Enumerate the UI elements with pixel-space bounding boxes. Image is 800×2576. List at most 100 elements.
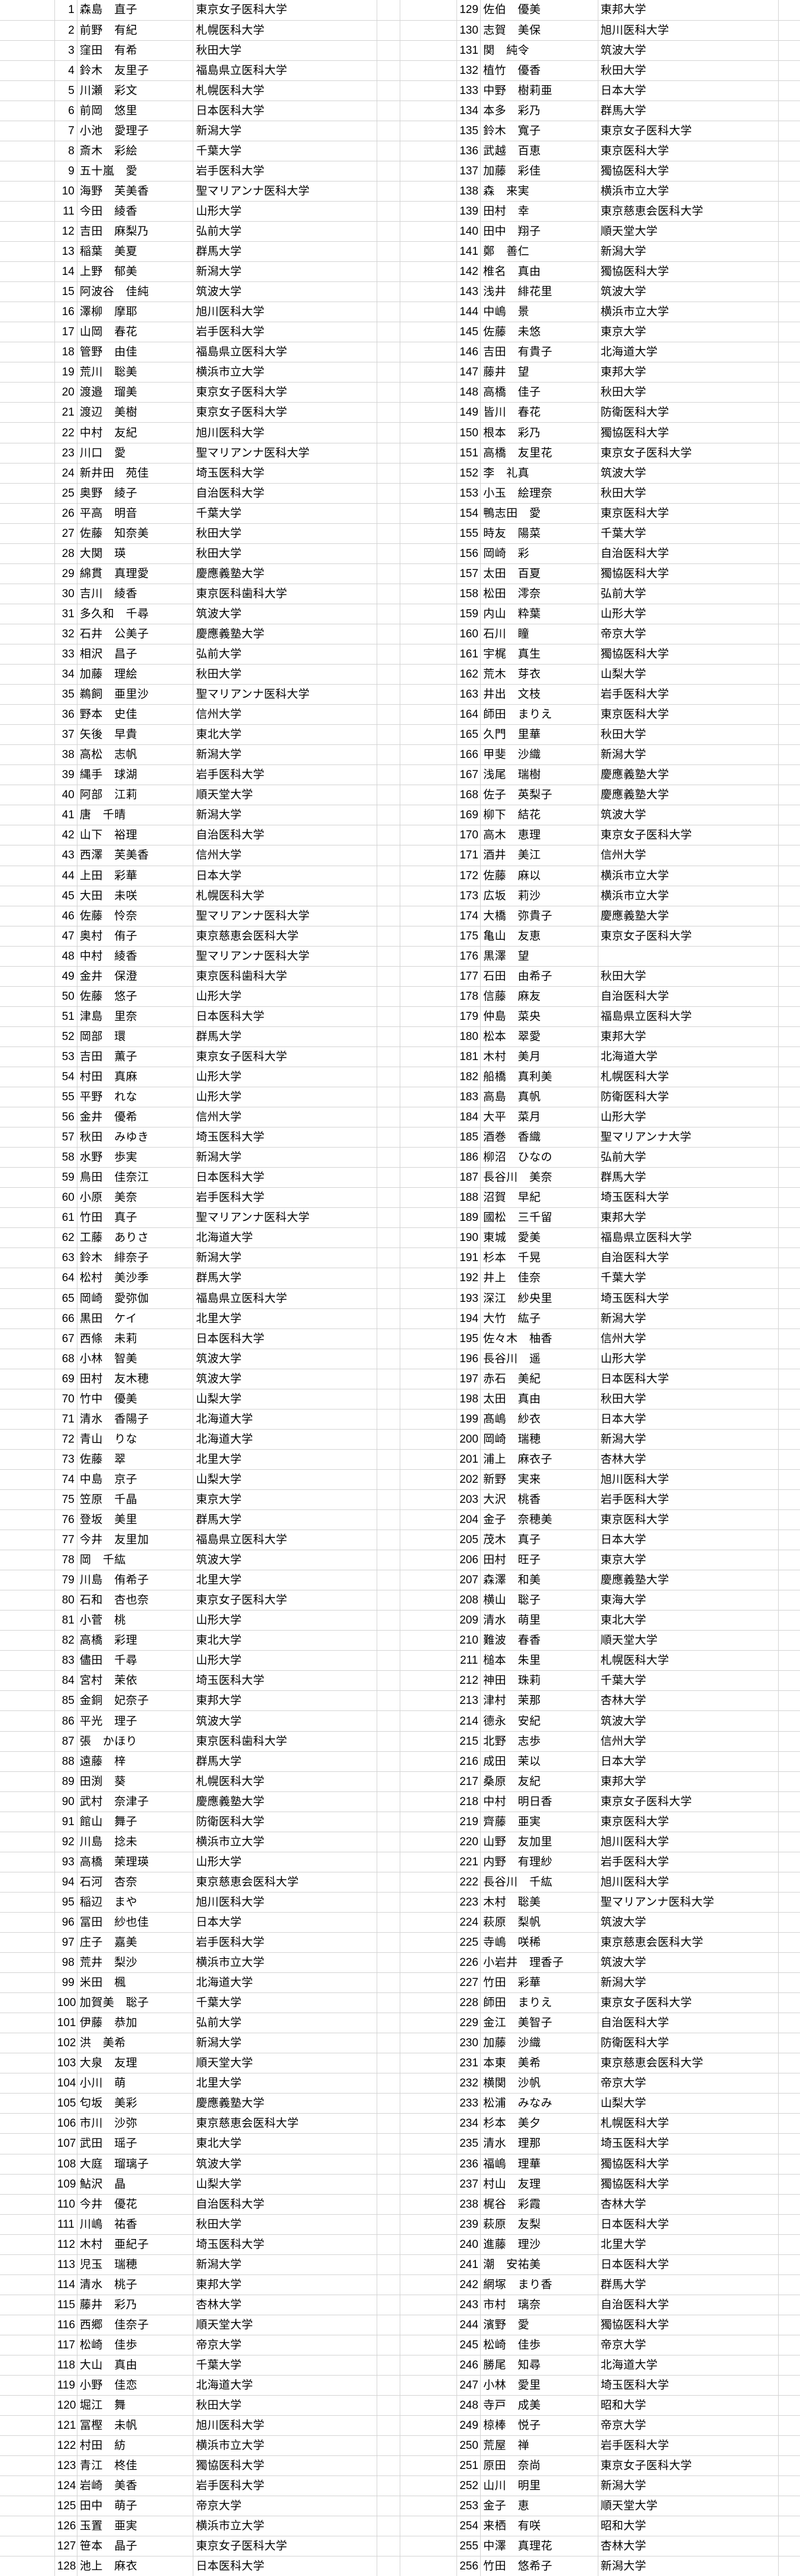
- table-row[interactable]: 190 東城 愛美 福島県立医科大学: [400, 1227, 800, 1249]
- table-row[interactable]: 202 新野 実来 旭川医科大学: [400, 1469, 800, 1490]
- table-row[interactable]: 208 横山 聡子 東海大学: [400, 1590, 800, 1611]
- table-row[interactable]: 22 中村 友紀 旭川医科大学: [0, 422, 400, 443]
- table-row[interactable]: 222 長谷川 千紘 旭川医科大学: [400, 1872, 800, 1893]
- table-row[interactable]: 239 萩原 友梨 日本医科大学: [400, 2214, 800, 2235]
- table-row[interactable]: 204 金子 奈穂美 東京医科大学: [400, 1509, 800, 1531]
- table-row[interactable]: 127 笹本 晶子 東京女子医科大学: [0, 2536, 400, 2557]
- table-row[interactable]: 235 清水 理那 埼玉医科大学: [400, 2133, 800, 2154]
- table-row[interactable]: 81 小菅 桃山形大学: [0, 1610, 400, 1631]
- table-row[interactable]: 48 中村 綾香 聖マリアンナ医科大学: [0, 946, 400, 967]
- table-row[interactable]: 183 高島 真帆 防衛医科大学: [400, 1087, 800, 1108]
- table-row[interactable]: 106 市川 沙弥 東京慈恵会医科大学: [0, 2113, 400, 2134]
- table-row[interactable]: 57 秋田 みゆき 埼玉医科大学: [0, 1127, 400, 1148]
- table-row[interactable]: 212 神田 珠莉 千葉大学: [400, 1670, 800, 1692]
- table-row[interactable]: 148 高橋 佳子 秋田大学: [400, 382, 800, 403]
- table-row[interactable]: 101 伊藤 恭加 弘前大学: [0, 2013, 400, 2034]
- table-row[interactable]: 23 川口 愛聖マリアンナ医科大学: [0, 443, 400, 464]
- table-row[interactable]: 168 佐子 英梨子 慶應義塾大学: [400, 785, 800, 806]
- table-row[interactable]: 7 小池 愛理子 新潟大学: [0, 121, 400, 141]
- table-row[interactable]: 152 李 礼真 筑波大学: [400, 463, 800, 484]
- table-row[interactable]: 205 茂木 真子 日本大学: [400, 1530, 800, 1551]
- table-row[interactable]: 2 前野 有紀 札幌医科大学: [0, 20, 400, 41]
- table-row[interactable]: 197 赤石 美紀 日本医科大学: [400, 1369, 800, 1389]
- table-row[interactable]: 21 渡辺 美樹 東京女子医科大学: [0, 402, 400, 423]
- table-row[interactable]: 16 澤柳 摩耶 旭川医科大学: [0, 302, 400, 323]
- table-row[interactable]: 29 綿貫 真理愛 慶應義塾大学: [0, 563, 400, 584]
- table-row[interactable]: 237 村山 友理 獨協医科大学: [400, 2174, 800, 2195]
- table-row[interactable]: 179 仲島 菜央 福島県立医科大学: [400, 1006, 800, 1027]
- table-row[interactable]: 194 大竹 紘子 新潟大学: [400, 1308, 800, 1329]
- table-row[interactable]: 206 田村 旺子 東京大学: [400, 1550, 800, 1571]
- table-row[interactable]: 191 杉本 千晃 自治医科大学: [400, 1248, 800, 1269]
- table-row[interactable]: 133 中野 樹莉亜 日本大学: [400, 80, 800, 101]
- table-row[interactable]: 164 師田 まりえ 東京医科大学: [400, 704, 800, 725]
- table-row[interactable]: 142 椎名 真由 獨協医科大学: [400, 261, 800, 283]
- table-row[interactable]: 201 浦上 麻衣子 杏林大学: [400, 1449, 800, 1470]
- table-row[interactable]: 227 竹田 彩華 新潟大学: [400, 1972, 800, 1994]
- table-row[interactable]: 107 武田 瑶子 東北大学: [0, 2133, 400, 2154]
- table-row[interactable]: 233 松浦 みなみ 山梨大学: [400, 2093, 800, 2114]
- table-row[interactable]: 37 矢後 早貴 東北大学: [0, 724, 400, 746]
- table-row[interactable]: 85 金銅 妃奈子 東邦大学: [0, 1690, 400, 1712]
- table-row[interactable]: 165 久門 里華 秋田大学: [400, 724, 800, 746]
- table-row[interactable]: 53 吉田 薫子 東京女子医科大学: [0, 1046, 400, 1067]
- table-row[interactable]: 209 清水 萌里 東北大学: [400, 1610, 800, 1631]
- table-row[interactable]: 145 佐藤 未悠 東京大学: [400, 322, 800, 343]
- table-row[interactable]: 9 五十嵐 愛岩手医科大学: [0, 161, 400, 182]
- table-row[interactable]: 252 山川 明里 新潟大学: [400, 2475, 800, 2497]
- table-row[interactable]: 31 多久和 千尋 筑波大学: [0, 604, 400, 624]
- table-row[interactable]: 192 井上 佳奈 千葉大学: [400, 1268, 800, 1289]
- table-row[interactable]: 86 平光 理子 筑波大学: [0, 1710, 400, 1732]
- table-row[interactable]: 75 笠原 千晶 東京大学: [0, 1489, 400, 1511]
- table-row[interactable]: 198 太田 真由 秋田大学: [400, 1389, 800, 1409]
- table-row[interactable]: 82 高橋 彩理 東北大学: [0, 1630, 400, 1651]
- table-row[interactable]: 185 酒巻 香織 聖マリアンナ大学: [400, 1127, 800, 1148]
- table-row[interactable]: 118 大山 真由 千葉大学: [0, 2355, 400, 2376]
- table-row[interactable]: 180 松本 翠愛 東邦大学: [400, 1026, 800, 1047]
- table-row[interactable]: 66 黒田 ケイ 北里大学: [0, 1308, 400, 1329]
- table-row[interactable]: 150 根本 彩乃 獨協医科大学: [400, 422, 800, 443]
- table-row[interactable]: 215 北野 志歩 信州大学: [400, 1731, 800, 1752]
- table-row[interactable]: 14 上野 郁美 新潟大学: [0, 261, 400, 283]
- table-row[interactable]: 88 遠藤 梓群馬大学: [0, 1751, 400, 1772]
- table-row[interactable]: 39 縄手 球湖 岩手医科大学: [0, 764, 400, 786]
- table-row[interactable]: 12 吉田 麻梨乃 弘前大学: [0, 221, 400, 242]
- table-row[interactable]: 67 西條 未莉 日本医科大学: [0, 1328, 400, 1349]
- table-row[interactable]: 42 山下 裕理 自治医科大学: [0, 825, 400, 846]
- table-row[interactable]: 231 本東 美希 東京慈恵会医科大学: [400, 2053, 800, 2074]
- table-row[interactable]: 217 桑原 友紀 東邦大学: [400, 1771, 800, 1792]
- table-row[interactable]: 72 青山 りな 北海道大学: [0, 1429, 400, 1450]
- table-row[interactable]: 171 酒井 美江 信州大学: [400, 845, 800, 866]
- table-row[interactable]: 58 水野 歩実 新潟大学: [0, 1147, 400, 1168]
- table-row[interactable]: 59 鳥田 佳奈江 日本医科大学: [0, 1167, 400, 1188]
- table-row[interactable]: 189 國松 三千留 東邦大学: [400, 1207, 800, 1229]
- table-row[interactable]: 137 加藤 彩佳 獨協医科大学: [400, 161, 800, 182]
- table-row[interactable]: 93 高橋 茉理瑛 山形大学: [0, 1852, 400, 1872]
- table-row[interactable]: 159 内山 粋葉 山形大学: [400, 604, 800, 624]
- table-row[interactable]: 131 関 純令 筑波大学: [400, 40, 800, 61]
- table-row[interactable]: 113 児玉 瑞穂 新潟大学: [0, 2254, 400, 2275]
- table-row[interactable]: 182 船橋 真利美 札幌医科大学: [400, 1067, 800, 1088]
- table-row[interactable]: 83 儘田 千尋 山形大学: [0, 1650, 400, 1671]
- table-row[interactable]: 8 斎木 彩絵 千葉大学: [0, 141, 400, 161]
- table-row[interactable]: 140 田中 翔子 順天堂大学: [400, 221, 800, 242]
- table-row[interactable]: 214 德永 安紀 筑波大学: [400, 1710, 800, 1732]
- table-row[interactable]: 3 窪田 有希 秋田大学: [0, 40, 400, 61]
- table-row[interactable]: 27 佐藤 知奈美 秋田大学: [0, 523, 400, 544]
- table-row[interactable]: 50 佐藤 悠子 山形大学: [0, 986, 400, 1007]
- table-row[interactable]: 95 稲辺 まや 旭川医科大学: [0, 1892, 400, 1913]
- table-row[interactable]: 35 鵜飼 亜里沙 聖マリアンナ医科大学: [0, 684, 400, 705]
- table-row[interactable]: 43 西澤 芙美香 信州大学: [0, 845, 400, 866]
- table-row[interactable]: 5 川瀬 彩文 札幌医科大学: [0, 80, 400, 101]
- table-row[interactable]: 108 大庭 瑠璃子 筑波大学: [0, 2154, 400, 2175]
- table-row[interactable]: 176 黒澤 望: [400, 946, 800, 967]
- table-row[interactable]: 249 椋棒 悦子 帝京大学: [400, 2415, 800, 2436]
- table-row[interactable]: 161 宇梶 真生 獨協医科大学: [400, 644, 800, 665]
- table-row[interactable]: 251 原田 奈尚 東京女子医科大学: [400, 2455, 800, 2477]
- table-row[interactable]: 41 唐 千晴 新潟大学: [0, 805, 400, 826]
- table-row[interactable]: 19 荒川 聡美 横浜市立大学: [0, 362, 400, 383]
- table-row[interactable]: 104 小川 萌北里大学: [0, 2073, 400, 2094]
- table-row[interactable]: 229 金江 美智子 自治医科大学: [400, 2013, 800, 2034]
- table-row[interactable]: 24 新井田 苑佳 埼玉医科大学: [0, 463, 400, 484]
- table-row[interactable]: 103 大泉 友理 順天堂大学: [0, 2053, 400, 2074]
